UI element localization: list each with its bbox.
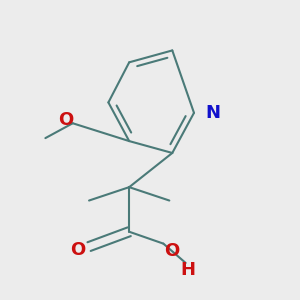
Text: O: O bbox=[164, 242, 179, 260]
Text: O: O bbox=[70, 241, 86, 259]
Text: O: O bbox=[58, 111, 73, 129]
Text: H: H bbox=[181, 261, 196, 279]
Text: N: N bbox=[205, 104, 220, 122]
